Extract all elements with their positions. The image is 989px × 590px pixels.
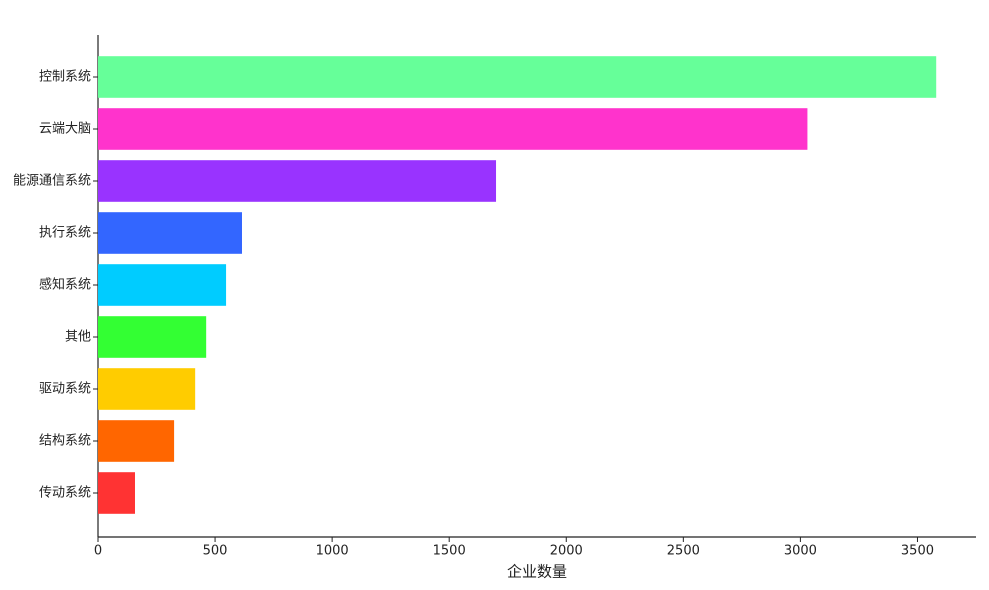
y-tick-label: 能源通信系统 (13, 174, 91, 189)
x-tick-label: 500 (203, 544, 228, 559)
y-tick-label: 云端大脑 (39, 122, 91, 137)
y-tick-label: 结构系统 (39, 434, 91, 449)
y-tick-label: 传动系统 (39, 486, 91, 501)
x-tick-label: 2500 (667, 544, 700, 559)
x-tick-label: 1000 (316, 544, 349, 559)
bar (98, 420, 175, 462)
x-axis-label: 企业数量 (507, 563, 567, 581)
y-tick-label: 控制系统 (39, 70, 91, 85)
bar (98, 108, 808, 150)
x-tick-label: 2000 (550, 544, 583, 559)
bar (98, 264, 227, 306)
x-tick-label: 0 (94, 544, 102, 559)
x-tick-label: 1500 (433, 544, 466, 559)
y-tick-label: 其他 (65, 330, 91, 345)
bar (98, 316, 207, 358)
bar (98, 472, 135, 514)
bar (98, 212, 242, 254)
y-tick-label: 感知系统 (39, 277, 91, 293)
y-tick-label: 执行系统 (39, 226, 91, 241)
x-tick-label: 3000 (784, 544, 817, 559)
bar (98, 56, 937, 98)
bar (98, 368, 196, 410)
x-tick-label: 3500 (901, 544, 934, 559)
y-tick-label: 驱动系统 (39, 382, 91, 397)
bar (98, 160, 497, 202)
